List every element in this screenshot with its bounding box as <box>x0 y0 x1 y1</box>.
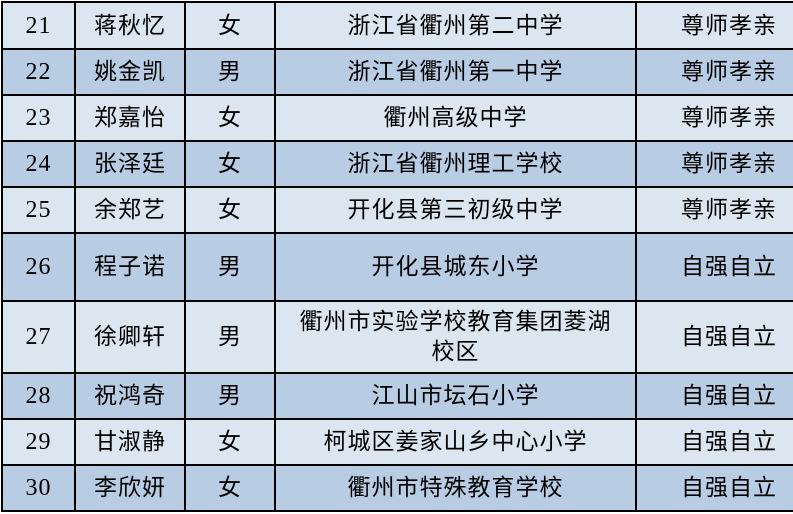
cell-gender: 女 <box>184 140 276 188</box>
cell-name: 蒋秋忆 <box>74 1 186 50</box>
cell-name: 郑嘉怡 <box>74 94 186 142</box>
cell-award: 自强自立 <box>635 232 793 302</box>
cell-no: 23 <box>1 94 76 142</box>
cell-gender: 女 <box>184 464 276 512</box>
table-row: 27 徐卿轩男衢州市实验学校教育集团菱湖校区 自强自立 <box>1 300 793 374</box>
cell-school: 衢州市实验学校教育集团菱湖校区 <box>274 300 637 374</box>
cell-award: 自强自立 <box>635 372 793 420</box>
cell-school: 浙江省衢州第一中学 <box>274 48 637 96</box>
cell-school: 衢州市特殊教育学校 <box>274 464 637 512</box>
cell-name: 徐卿轩 <box>74 300 186 374</box>
cell-award: 自强自立 <box>635 464 793 512</box>
cell-name: 余郑艺 <box>74 186 186 234</box>
cell-gender: 男 <box>184 372 276 420</box>
cell-no: 28 <box>1 372 76 420</box>
cell-gender: 男 <box>184 48 276 96</box>
cell-school: 浙江省衢州第二中学 <box>274 1 637 50</box>
cell-name: 程子诺 <box>74 232 186 302</box>
cell-no: 26 <box>1 232 76 302</box>
cell-no: 24 <box>1 140 76 188</box>
cell-school: 开化县第三初级中学 <box>274 186 637 234</box>
cell-school: 衢州高级中学 <box>274 94 637 142</box>
cell-gender: 女 <box>184 418 276 466</box>
cell-name: 祝鸿奇 <box>74 372 186 420</box>
cell-award: 尊师孝亲 <box>635 1 793 50</box>
cell-gender: 女 <box>184 1 276 50</box>
cell-school: 开化县城东小学 <box>274 232 637 302</box>
cell-name: 张泽廷 <box>74 140 186 188</box>
table-row: 26 程子诺男开化县城东小学 自强自立 <box>1 232 793 302</box>
cell-award: 尊师孝亲 <box>635 140 793 188</box>
table-row: 22 姚金凯男浙江省衢州第一中学 尊师孝亲 <box>1 48 793 96</box>
table-row: 21 蒋秋忆女浙江省衢州第二中学 尊师孝亲 <box>1 1 793 50</box>
cell-award: 尊师孝亲 <box>635 94 793 142</box>
cell-name: 李欣妍 <box>74 464 186 512</box>
table-row: 28 祝鸿奇男江山市坛石小学 自强自立 <box>1 372 793 420</box>
table-row: 24 张泽廷女浙江省衢州理工学校 尊师孝亲 <box>1 140 793 188</box>
cell-no: 22 <box>1 48 76 96</box>
cell-no: 25 <box>1 186 76 234</box>
table-row: 23 郑嘉怡女衢州高级中学 尊师孝亲 <box>1 94 793 142</box>
cell-no: 27 <box>1 300 76 374</box>
cell-school: 柯城区姜家山乡中心小学 <box>274 418 637 466</box>
cell-gender: 女 <box>184 186 276 234</box>
cell-name: 姚金凯 <box>74 48 186 96</box>
cell-no: 30 <box>1 464 76 512</box>
cell-school: 浙江省衢州理工学校 <box>274 140 637 188</box>
cell-award: 尊师孝亲 <box>635 48 793 96</box>
cell-school: 江山市坛石小学 <box>274 372 637 420</box>
table-row: 30 李欣妍女衢州市特殊教育学校 自强自立 <box>1 464 793 512</box>
cell-no: 21 <box>1 1 76 50</box>
table-row: 29 甘淑静女柯城区姜家山乡中心小学 自强自立 <box>1 418 793 466</box>
cell-name: 甘淑静 <box>74 418 186 466</box>
table-row: 25 余郑艺女开化县第三初级中学 尊师孝亲 <box>1 186 793 234</box>
cell-no: 29 <box>1 418 76 466</box>
cell-gender: 男 <box>184 300 276 374</box>
cell-award: 尊师孝亲 <box>635 186 793 234</box>
cell-award: 自强自立 <box>635 300 793 374</box>
cell-gender: 男 <box>184 232 276 302</box>
cell-award: 自强自立 <box>635 418 793 466</box>
cell-gender: 女 <box>184 94 276 142</box>
